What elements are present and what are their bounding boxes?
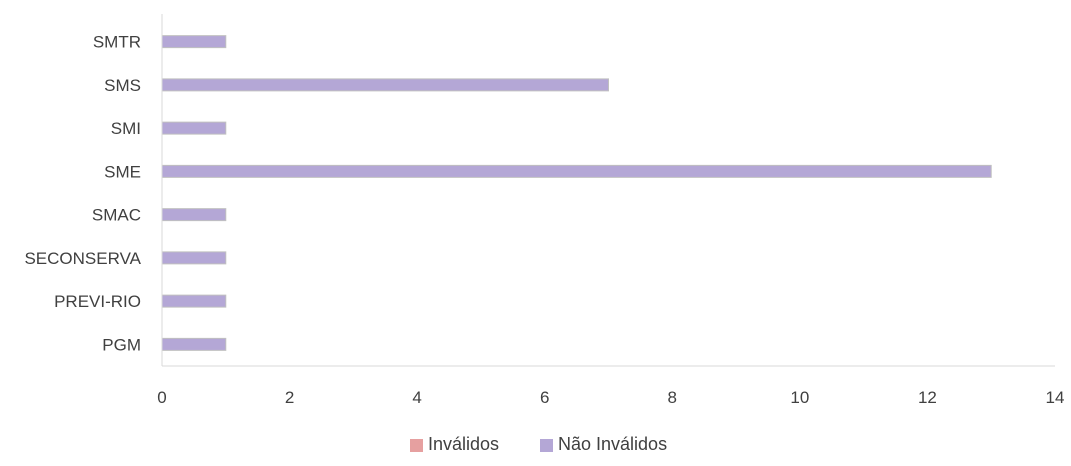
bar-pgm — [161, 337, 227, 351]
legend-swatch-nao-invalidos — [540, 439, 553, 452]
x-tick-label-6: 6 — [540, 388, 549, 407]
legend-label-invalidos: Inválidos — [428, 434, 499, 454]
x-tick-label-2: 2 — [285, 388, 294, 407]
category-label-sms: SMS — [104, 76, 141, 95]
category-label-sme: SME — [104, 162, 141, 181]
x-tick-label-14: 14 — [1046, 388, 1065, 407]
category-label-smac: SMAC — [92, 206, 141, 225]
x-tick-label-0: 0 — [157, 388, 166, 407]
x-tick-label-8: 8 — [668, 388, 677, 407]
category-label-smtr: SMTR — [93, 33, 141, 52]
legend-swatch-invalidos — [410, 439, 423, 452]
category-label-pgm: PGM — [102, 335, 141, 354]
bar-sme — [161, 164, 992, 178]
bar-sms — [161, 78, 609, 92]
bar-smtr — [161, 35, 227, 49]
category-label-smi: SMI — [111, 119, 141, 138]
bar-smac — [161, 208, 227, 222]
x-tick-label-10: 10 — [790, 388, 809, 407]
bar-smi — [161, 121, 227, 135]
x-tick-label-4: 4 — [412, 388, 421, 407]
category-label-previ-rio: PREVI-RIO — [54, 292, 141, 311]
bar-seconserva — [161, 251, 227, 265]
x-tick-label-12: 12 — [918, 388, 937, 407]
legend-label-nao-invalidos: Não Inválidos — [558, 434, 667, 454]
bar-previ-rio — [161, 294, 227, 308]
category-label-seconserva: SECONSERVA — [24, 249, 141, 268]
